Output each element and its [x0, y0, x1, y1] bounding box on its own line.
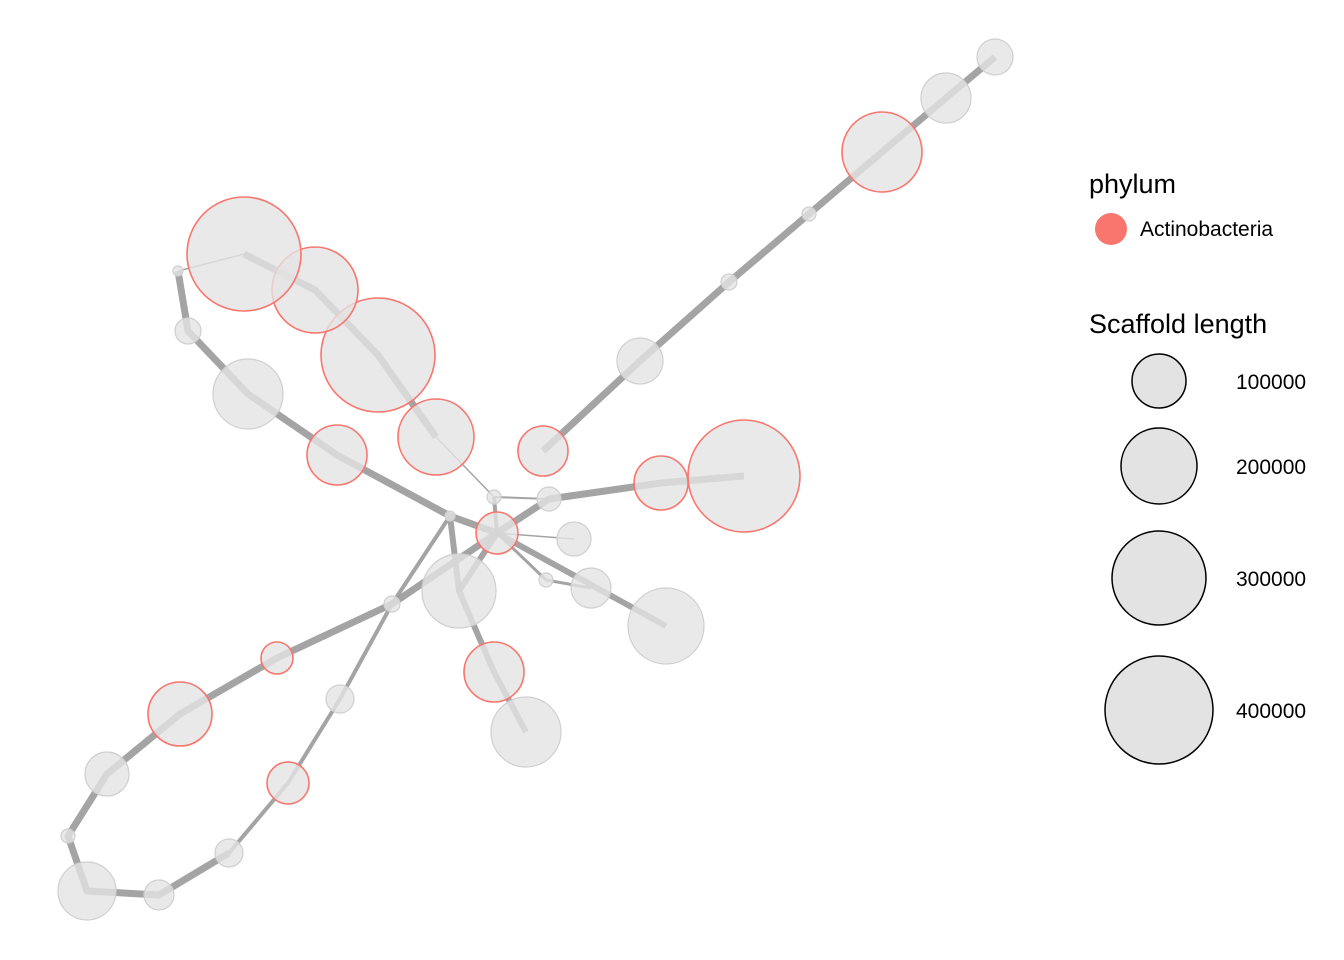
legend-size-circle-400000: [1104, 655, 1214, 765]
scaffold-node: [84, 751, 130, 797]
legend-size-circle-200000: [1120, 427, 1198, 505]
legend: phylum Actinobacteria Scaffold length 10…: [1089, 169, 1306, 765]
scaffold-node: [172, 265, 184, 277]
scaffold-node: [143, 879, 175, 911]
network-edge-1: [540, 54, 998, 454]
scaffold-node-actinobacteria: [397, 398, 475, 476]
scaffold-node: [538, 572, 554, 588]
scaffold-node: [801, 206, 817, 222]
scaffold-node-actinobacteria: [186, 196, 302, 312]
scaffold-node: [976, 38, 1014, 76]
scaffold-node-actinobacteria: [320, 297, 436, 413]
legend-size-label-200000: 200000: [1236, 456, 1306, 479]
scaffold-node-actinobacteria: [463, 641, 525, 703]
legend-size-label-400000: 400000: [1236, 700, 1306, 723]
scaffold-node: [920, 72, 972, 124]
scaffold-node-actinobacteria: [147, 681, 213, 747]
scaffold-node-actinobacteria: [517, 425, 569, 477]
scaffold-node-actinobacteria: [266, 761, 310, 805]
scaffold-node: [57, 861, 117, 921]
legend-actinobacteria-label: Actinobacteria: [1140, 218, 1273, 241]
legend-size-title: Scaffold length: [1089, 309, 1267, 339]
scaffold-node: [490, 696, 562, 768]
legend-size-label-100000: 100000: [1236, 371, 1306, 394]
scaffold-node: [627, 587, 705, 665]
scaffold-node: [720, 273, 738, 291]
scaffold-node: [325, 684, 355, 714]
scaffold-node: [570, 567, 612, 609]
scaffold-node: [174, 317, 202, 345]
scaffold-node: [536, 486, 562, 512]
scaffold-node-actinobacteria: [475, 511, 519, 555]
node-layer: [57, 38, 1014, 921]
scaffold-node: [486, 489, 502, 505]
scaffold-node: [616, 337, 664, 385]
legend-size-label-300000: 300000: [1236, 568, 1306, 591]
scaffold-node: [444, 510, 456, 522]
scaffold-node-actinobacteria: [841, 111, 923, 193]
scaffold-node: [212, 358, 284, 430]
scaffold-node-actinobacteria: [260, 641, 294, 675]
legend-phylum-title: phylum: [1089, 169, 1176, 199]
scaffold-node: [383, 595, 401, 613]
scaffold-node-actinobacteria: [633, 455, 689, 511]
legend-size-circle-100000: [1131, 353, 1187, 409]
scaffold-node: [214, 838, 244, 868]
scaffold-node-actinobacteria: [306, 424, 368, 486]
scaffold-node: [60, 828, 76, 844]
scaffold-node-actinobacteria: [687, 419, 801, 533]
legend-size-circle-300000: [1111, 530, 1207, 626]
scaffold-node: [421, 553, 497, 629]
legend-actinobacteria-swatch: [1095, 213, 1127, 245]
scaffold-node: [556, 521, 592, 557]
